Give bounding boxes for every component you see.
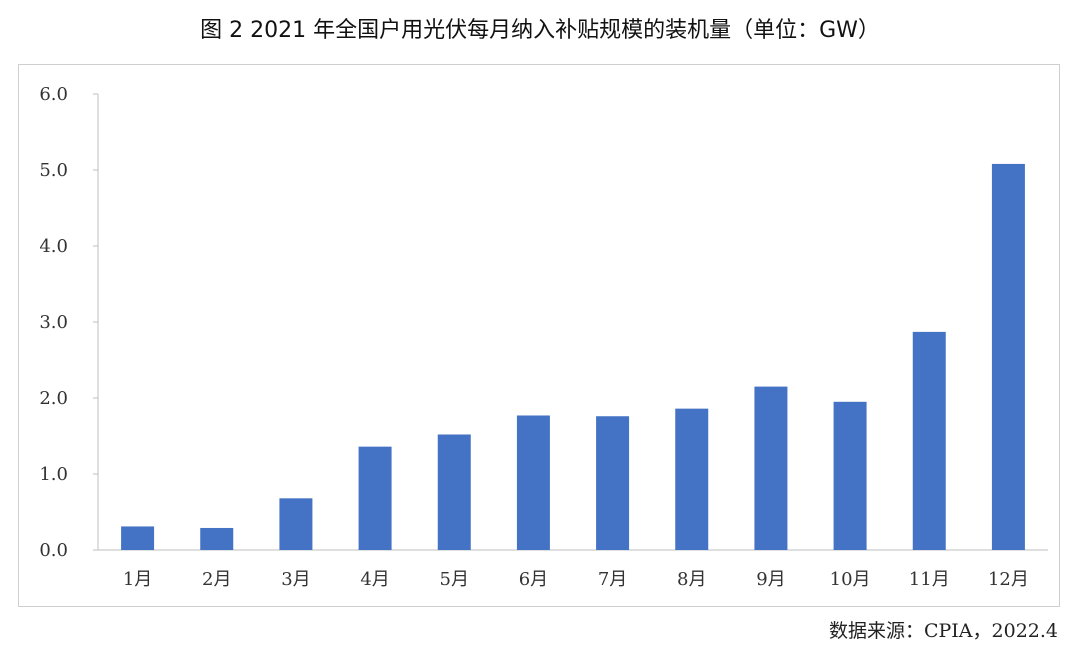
y-tick-label: 5.0 bbox=[39, 160, 68, 181]
x-tick-label: 9月 bbox=[756, 569, 785, 590]
chart-title: 图 2 2021 年全国户用光伏每月纳入补贴规模的装机量（单位：GW） bbox=[200, 18, 880, 43]
bar bbox=[358, 446, 392, 550]
bar bbox=[516, 415, 550, 550]
y-tick-label: 2.0 bbox=[39, 388, 68, 409]
x-tick-label: 12月 bbox=[988, 569, 1029, 590]
x-tick-label: 1月 bbox=[123, 569, 152, 590]
x-tick-label: 8月 bbox=[677, 569, 706, 590]
x-tick-label: 5月 bbox=[440, 569, 469, 590]
y-tick-label: 3.0 bbox=[39, 312, 68, 333]
x-tick-label: 6月 bbox=[519, 569, 548, 590]
bar bbox=[279, 498, 313, 550]
label-layer: 0.0 1.0 2.0 3.0 4.0 5.0 6.0 1月 2月 3月 4月 5月 6月 7月 8月 9月 1… bbox=[39, 84, 1029, 590]
bar bbox=[675, 408, 709, 550]
bar bbox=[833, 401, 867, 550]
bar bbox=[437, 434, 471, 550]
bar bbox=[991, 163, 1025, 551]
source-note: 数据来源：CPIA，2022.4 bbox=[828, 620, 1058, 642]
bar bbox=[200, 527, 234, 550]
bar bbox=[121, 526, 155, 550]
y-tick-label: 4.0 bbox=[39, 236, 68, 257]
x-tick-label: 11月 bbox=[909, 569, 950, 590]
x-tick-label: 3月 bbox=[281, 569, 310, 590]
bar bbox=[596, 416, 630, 550]
bar bbox=[912, 331, 946, 550]
x-tick-label: 4月 bbox=[360, 569, 389, 590]
axis-layer bbox=[93, 93, 1048, 551]
x-tick-label: 10月 bbox=[830, 569, 871, 590]
x-tick-label: 7月 bbox=[598, 569, 627, 590]
x-tick-label: 2月 bbox=[202, 569, 231, 590]
y-tick-label: 0.0 bbox=[39, 540, 68, 561]
y-tick-label: 6.0 bbox=[39, 84, 68, 105]
bar bbox=[754, 386, 788, 550]
bar-layer bbox=[121, 163, 1025, 551]
y-tick-label: 1.0 bbox=[39, 464, 68, 485]
